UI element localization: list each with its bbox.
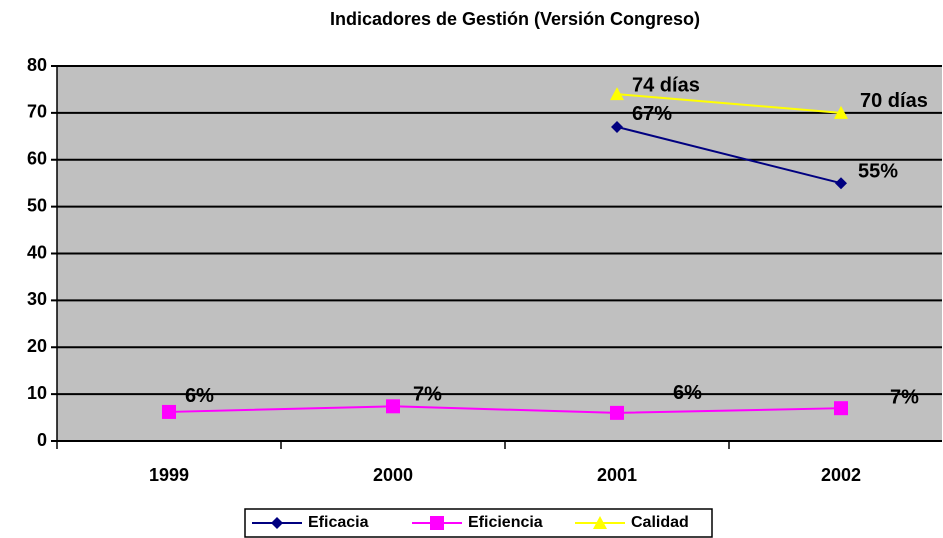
series-line xyxy=(616,125,842,185)
data-label: 67% xyxy=(632,103,672,125)
data-point xyxy=(162,404,176,419)
legend-label: Eficacia xyxy=(308,514,369,531)
legend: Eficacia Eficiencia Calidad xyxy=(244,508,713,538)
x-tick-label: 2002 xyxy=(821,465,861,485)
data-point xyxy=(610,87,624,101)
legend-marker xyxy=(593,516,607,529)
data-label: 6% xyxy=(185,385,214,407)
data-label: 70 días xyxy=(860,90,928,112)
legend-label: Eficiencia xyxy=(468,514,543,531)
data-point xyxy=(611,120,623,133)
series-line xyxy=(168,405,842,414)
data-label: 6% xyxy=(673,382,702,404)
chart-title: Indicadores de Gestión (Versión Congreso… xyxy=(330,9,700,29)
data-point xyxy=(610,405,624,420)
series-line xyxy=(616,93,842,114)
y-tick-label: 60 xyxy=(27,149,47,169)
x-tick-label: 2000 xyxy=(373,465,413,485)
data-label: 7% xyxy=(890,386,919,408)
x-tick-label: 1999 xyxy=(149,465,189,485)
y-tick-label: 50 xyxy=(27,195,47,215)
data-point xyxy=(834,105,848,119)
legend-marker xyxy=(271,517,283,529)
data-point xyxy=(834,401,848,416)
y-tick-label: 30 xyxy=(27,289,47,309)
y-tick-label: 20 xyxy=(27,336,47,356)
data-point xyxy=(835,177,847,190)
legend-marker xyxy=(430,516,444,530)
legend-box xyxy=(244,508,713,538)
y-tick-label: 70 xyxy=(27,102,47,122)
data-point xyxy=(386,399,400,414)
y-tick-label: 40 xyxy=(27,242,47,262)
data-label: 55% xyxy=(858,160,898,182)
y-tick-label: 0 xyxy=(37,430,47,450)
data-label: 7% xyxy=(413,384,442,406)
y-tick-label: 10 xyxy=(27,383,47,403)
legend-label: Calidad xyxy=(631,514,689,531)
y-tick-label: 80 xyxy=(27,55,47,75)
data-label: 74 días xyxy=(632,74,700,96)
x-tick-label: 2001 xyxy=(597,465,637,485)
